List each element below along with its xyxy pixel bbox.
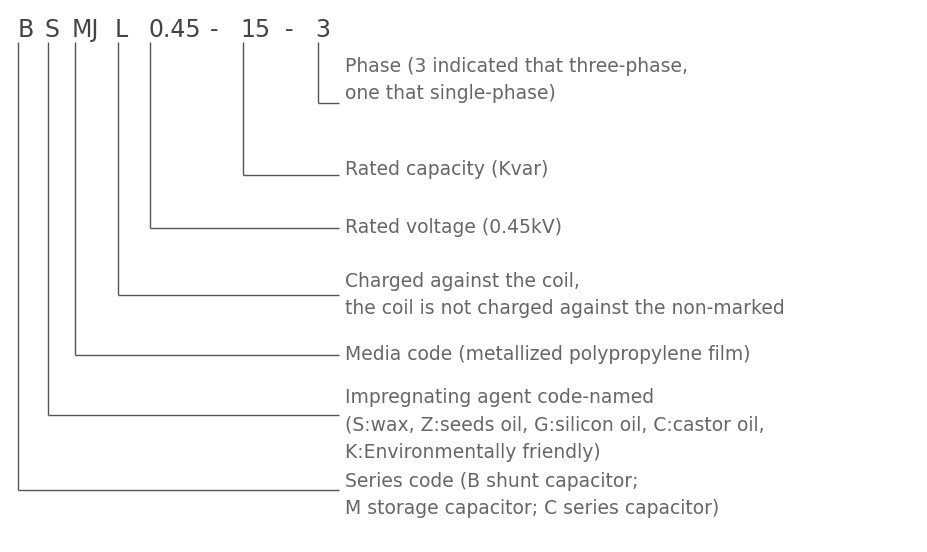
Text: -: - [210, 18, 218, 42]
Text: Impregnating agent code-named
(S:wax, Z:seeds oil, G:silicon oil, C:castor oil,
: Impregnating agent code-named (S:wax, Z:… [345, 388, 764, 461]
Text: MJ: MJ [72, 18, 99, 42]
Text: Media code (metallized polypropylene film): Media code (metallized polypropylene fil… [345, 345, 750, 364]
Text: 0.45: 0.45 [147, 18, 200, 42]
Text: Rated capacity (Kvar): Rated capacity (Kvar) [345, 160, 548, 179]
Text: S: S [44, 18, 60, 42]
Text: B: B [18, 18, 34, 42]
Text: 3: 3 [314, 18, 330, 42]
Text: 15: 15 [240, 18, 270, 42]
Text: Phase (3 indicated that three-phase,
one that single-phase): Phase (3 indicated that three-phase, one… [345, 57, 687, 103]
Text: -: - [285, 18, 293, 42]
Text: Charged against the coil,
the coil is not charged against the non-marked: Charged against the coil, the coil is no… [345, 272, 784, 319]
Text: L: L [115, 18, 128, 42]
Text: Series code (B shunt capacitor;
M storage capacitor; C series capacitor): Series code (B shunt capacitor; M storag… [345, 472, 718, 518]
Text: Rated voltage (0.45kV): Rated voltage (0.45kV) [345, 218, 562, 237]
